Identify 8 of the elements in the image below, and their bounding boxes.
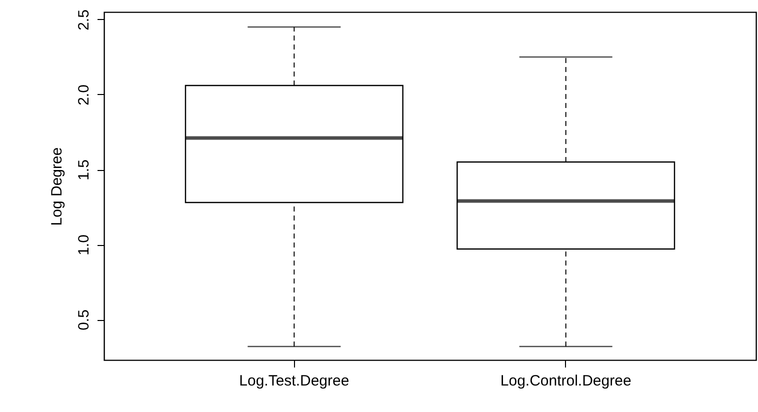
x-tick-label: Log.Control.Degree [500, 372, 632, 390]
y-tick-label: 2.0 [76, 84, 92, 106]
y-tick-label: 0.5 [76, 310, 92, 330]
y-tick-label: 2.5 [76, 10, 92, 30]
x-tick-label: Log.Test.Degree [239, 372, 350, 390]
y-axis-title: Log Degree [48, 147, 66, 226]
y-tick-label: 1.0 [76, 234, 92, 256]
y-tick-label: 1.5 [76, 160, 92, 180]
